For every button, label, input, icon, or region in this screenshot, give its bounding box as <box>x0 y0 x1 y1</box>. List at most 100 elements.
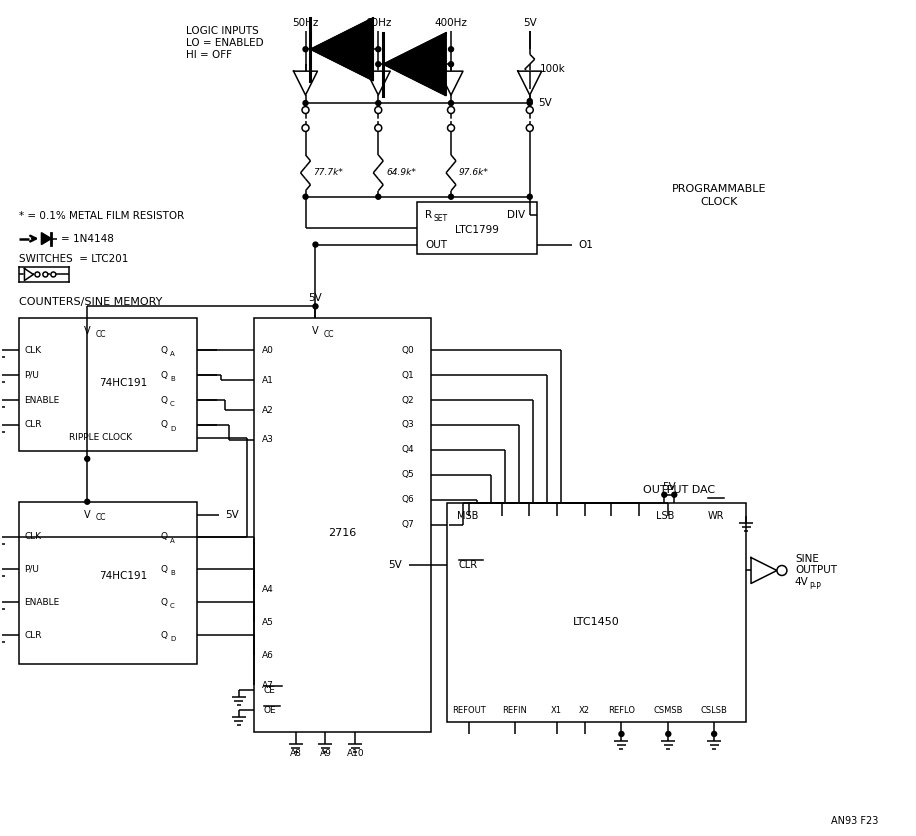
Text: CC: CC <box>323 329 334 339</box>
Text: 74HC191: 74HC191 <box>99 378 147 388</box>
Text: 5V: 5V <box>662 482 676 492</box>
Bar <box>447 502 746 722</box>
Text: LSB: LSB <box>657 511 675 521</box>
Text: LO = ENABLED: LO = ENABLED <box>186 38 264 48</box>
Text: A10: A10 <box>346 749 365 758</box>
Text: 97.6k*: 97.6k* <box>459 168 489 177</box>
Circle shape <box>303 47 308 52</box>
Circle shape <box>528 100 532 105</box>
Text: D: D <box>170 426 175 432</box>
Text: 5V: 5V <box>224 510 238 520</box>
Circle shape <box>303 100 308 105</box>
Text: Q: Q <box>161 346 168 354</box>
Circle shape <box>376 62 381 67</box>
Text: A0: A0 <box>262 346 274 354</box>
Bar <box>254 319 431 732</box>
Text: MSB: MSB <box>457 511 478 521</box>
Text: 64.9k*: 64.9k* <box>387 168 416 177</box>
Polygon shape <box>25 268 33 280</box>
Text: 100k: 100k <box>540 64 565 74</box>
Text: Q1: Q1 <box>401 370 414 380</box>
Text: A9: A9 <box>320 749 332 758</box>
Text: V: V <box>84 326 91 336</box>
Circle shape <box>449 194 453 199</box>
Text: SET: SET <box>433 214 447 223</box>
Text: LTC1450: LTC1450 <box>573 617 620 627</box>
Text: CE: CE <box>264 686 276 695</box>
Text: 77.7k*: 77.7k* <box>313 168 344 177</box>
Text: REFOUT: REFOUT <box>453 706 485 715</box>
Polygon shape <box>751 558 777 584</box>
Circle shape <box>51 272 56 277</box>
Circle shape <box>85 499 90 504</box>
Text: OUT: OUT <box>425 240 447 250</box>
Text: AN93 F23: AN93 F23 <box>831 816 878 826</box>
Circle shape <box>302 106 309 114</box>
Text: HI = OFF: HI = OFF <box>186 50 232 60</box>
Text: REFIN: REFIN <box>502 706 528 715</box>
Text: WR: WR <box>708 511 725 521</box>
Circle shape <box>527 106 533 114</box>
Circle shape <box>527 125 533 131</box>
Text: 60Hz: 60Hz <box>365 18 391 28</box>
Text: COUNTERS/SINE MEMORY: COUNTERS/SINE MEMORY <box>19 298 163 308</box>
Circle shape <box>85 456 90 461</box>
Text: 400Hz: 400Hz <box>434 18 467 28</box>
Text: V: V <box>312 326 319 336</box>
Text: OE: OE <box>264 706 277 715</box>
Circle shape <box>712 732 716 737</box>
Text: A: A <box>170 538 175 543</box>
Text: DIV: DIV <box>507 210 525 220</box>
Text: A1: A1 <box>262 375 274 385</box>
Circle shape <box>43 272 48 277</box>
Text: A2: A2 <box>262 405 273 415</box>
Text: 50Hz: 50Hz <box>292 18 319 28</box>
Text: 5V: 5V <box>388 559 402 569</box>
Circle shape <box>35 272 40 277</box>
Text: CLK: CLK <box>25 346 41 354</box>
Text: OUTPUT DAC: OUTPUT DAC <box>643 485 715 495</box>
Circle shape <box>619 732 624 737</box>
Text: Q3: Q3 <box>401 421 414 430</box>
Text: Q2: Q2 <box>401 395 414 405</box>
Circle shape <box>376 194 381 199</box>
Bar <box>19 319 197 451</box>
Text: C: C <box>170 401 175 407</box>
Text: Q: Q <box>161 421 168 430</box>
Text: D: D <box>170 636 175 642</box>
Text: LTC1799: LTC1799 <box>455 225 499 235</box>
Circle shape <box>376 100 381 105</box>
Text: REFLO: REFLO <box>608 706 635 715</box>
Text: CC: CC <box>95 513 105 522</box>
Bar <box>417 201 537 253</box>
Text: Q: Q <box>161 370 168 380</box>
Circle shape <box>302 125 309 131</box>
Text: CLK: CLK <box>25 532 41 541</box>
Text: Q0: Q0 <box>401 346 414 354</box>
Text: 5V: 5V <box>538 98 551 108</box>
Text: P/U: P/U <box>25 565 39 574</box>
Text: Q5: Q5 <box>401 471 414 479</box>
Text: ENABLE: ENABLE <box>25 395 60 405</box>
Text: RIPPLE CLOCK: RIPPLE CLOCK <box>70 433 133 442</box>
Text: CC: CC <box>95 329 105 339</box>
Text: = 1N4148: = 1N4148 <box>61 233 114 243</box>
Circle shape <box>777 565 787 575</box>
Text: OUTPUT: OUTPUT <box>795 565 837 575</box>
Polygon shape <box>366 71 390 95</box>
Circle shape <box>449 47 453 52</box>
Text: CSMSB: CSMSB <box>653 706 683 715</box>
Text: PROGRAMMABLE: PROGRAMMABLE <box>671 184 767 194</box>
Text: Q: Q <box>161 631 168 640</box>
Circle shape <box>375 106 382 114</box>
Polygon shape <box>311 18 374 80</box>
Text: Q6: Q6 <box>401 495 414 504</box>
Circle shape <box>449 62 453 67</box>
Text: 5V: 5V <box>309 293 322 303</box>
Text: CLR: CLR <box>459 559 478 569</box>
Text: C: C <box>170 604 175 609</box>
Text: CLR: CLR <box>25 421 42 430</box>
Text: Q4: Q4 <box>401 446 414 455</box>
Bar <box>19 502 197 664</box>
Polygon shape <box>293 71 318 95</box>
